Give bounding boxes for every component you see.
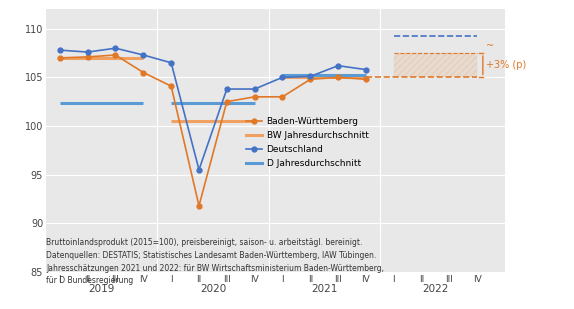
Text: ~: ~ bbox=[486, 41, 494, 51]
Text: +3% (p): +3% (p) bbox=[486, 60, 526, 70]
Text: 2019: 2019 bbox=[88, 284, 115, 294]
Text: Bruttoinlandsprodukt (2015=100), preisbereinigt, saison- u. arbeitstägl. bereini: Bruttoinlandsprodukt (2015=100), preisbe… bbox=[46, 238, 384, 286]
Text: 2021: 2021 bbox=[311, 284, 338, 294]
Text: 2022: 2022 bbox=[422, 284, 449, 294]
Text: 2020: 2020 bbox=[200, 284, 226, 294]
Legend: Baden-Württemberg, BW Jahresdurchschnitt, Deutschland, D Jahresdurchschnitt: Baden-Württemberg, BW Jahresdurchschnitt… bbox=[242, 114, 372, 172]
